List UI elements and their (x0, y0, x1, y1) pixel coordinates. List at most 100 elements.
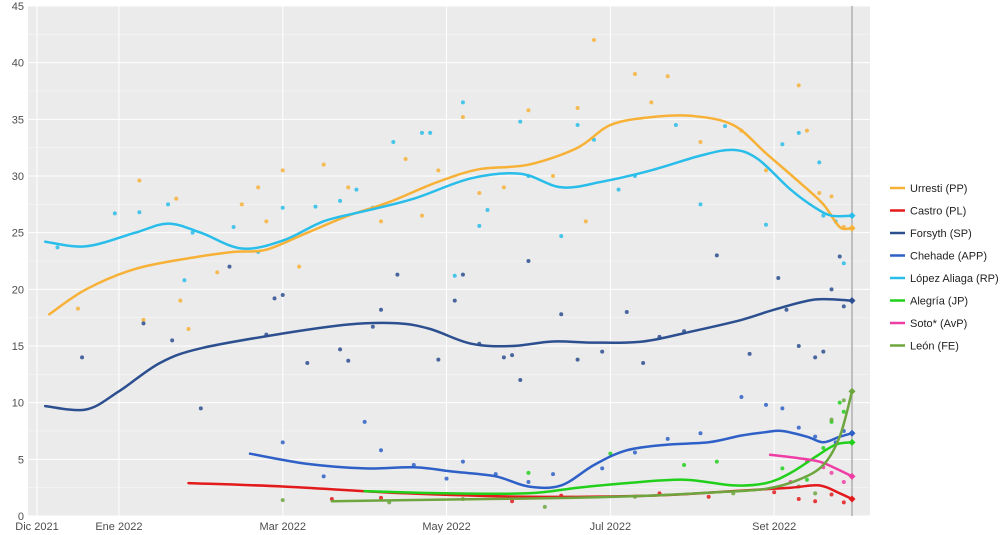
legend-label: Soto* (AvP) (910, 318, 967, 330)
poll-point (112, 211, 117, 216)
endpoint-marker (848, 387, 856, 395)
endpoint-marker (848, 212, 856, 220)
poll-point (280, 498, 285, 503)
poll-point (841, 409, 846, 414)
poll-point (649, 100, 654, 105)
poll-point (256, 185, 261, 190)
poll-point (436, 168, 441, 173)
poll-point (170, 338, 175, 343)
poll-point (583, 219, 588, 224)
x-tick-label: Dic 2021 (15, 521, 58, 533)
series-line (43, 297, 854, 412)
poll-point (714, 459, 719, 464)
series-line (330, 390, 854, 503)
poll-point (526, 259, 531, 263)
poll-point (665, 436, 670, 441)
series-line (48, 114, 854, 316)
poll-point (841, 398, 846, 403)
poll-point (452, 298, 457, 303)
poll-point (763, 168, 768, 173)
poll-point (370, 324, 375, 329)
poll-point (477, 223, 482, 228)
poll-point (395, 272, 400, 277)
poll-point (137, 210, 142, 215)
poll-point (841, 480, 846, 484)
poll-point (354, 187, 359, 192)
y-tick-label: 20 (12, 284, 24, 296)
legend-label: Castro (PL) (910, 206, 966, 218)
poll-point (698, 140, 703, 144)
poll-point (264, 219, 269, 224)
poll-point (682, 463, 687, 467)
poll-point (829, 194, 834, 199)
x-tick-label: May 2022 (422, 521, 470, 533)
poll-point (698, 202, 703, 207)
endpoint-marker (848, 429, 856, 437)
poll-point (178, 298, 183, 303)
series-line (248, 429, 854, 490)
poll-point (501, 185, 506, 190)
y-tick-label: 35 (12, 114, 24, 126)
x-tick-label: Set 2022 (752, 521, 796, 533)
poll-point (338, 347, 343, 352)
poll-point (321, 162, 326, 167)
poll-point (665, 74, 670, 79)
poll-point (80, 355, 85, 360)
poll-point (137, 178, 142, 183)
poll-point (784, 307, 789, 312)
poll-point (632, 450, 637, 455)
x-tick-label: Mar 2022 (259, 521, 305, 533)
poll-point (436, 357, 441, 362)
poll-point (55, 245, 60, 250)
poll-point (346, 185, 351, 190)
legend: Urresti (PP) Castro (PL) Forsyth (SP) Cheha… (890, 183, 999, 353)
poll-point (346, 358, 351, 363)
legend-label: López Aliaga (RP) (910, 273, 999, 285)
poll-point (591, 38, 596, 42)
poll-point (141, 321, 146, 326)
poll-point (841, 304, 846, 309)
poll-point (542, 504, 547, 509)
endpoint-marker (848, 438, 856, 446)
poll-point (215, 270, 220, 275)
endpoint-marker (848, 297, 856, 305)
poll-point (559, 312, 564, 317)
poll-point (362, 419, 367, 424)
poll-point (166, 202, 171, 207)
x-axis-labels: Dic 2021 Ene 2022 Mar 2022 May 2022 Jul 2022… (15, 521, 796, 533)
poll-point (841, 500, 846, 505)
poll-point (591, 137, 596, 142)
poll-point (460, 115, 465, 120)
poll-point (780, 406, 785, 411)
poll-point (829, 492, 834, 497)
y-tick-label: 0 (18, 511, 24, 523)
x-tick-label: Ene 2022 (95, 521, 142, 533)
poll-point (510, 499, 515, 504)
poll-point (837, 400, 842, 405)
endpoint-marker (848, 495, 856, 503)
poll-point (444, 476, 449, 481)
poll-point (780, 142, 785, 147)
poll-point (551, 174, 556, 178)
poll-point (510, 353, 515, 358)
legend-label: Alegría (JP) (910, 296, 968, 308)
poll-point (813, 355, 818, 360)
poll-point (804, 128, 809, 133)
poll-point (837, 254, 842, 259)
poll-point (329, 497, 334, 501)
poll-point (763, 222, 768, 227)
poll-point (141, 317, 146, 322)
poll-point (780, 466, 785, 471)
poll-point (391, 140, 396, 144)
poll-point (227, 264, 232, 269)
poll-point (817, 191, 822, 195)
poll-point (641, 361, 646, 365)
poll-point (600, 349, 605, 354)
poll-point (776, 276, 781, 280)
series-line (768, 453, 854, 478)
poll-point (575, 106, 580, 110)
poll-point (600, 466, 605, 471)
x-tick-label: Jul 2022 (590, 521, 632, 533)
